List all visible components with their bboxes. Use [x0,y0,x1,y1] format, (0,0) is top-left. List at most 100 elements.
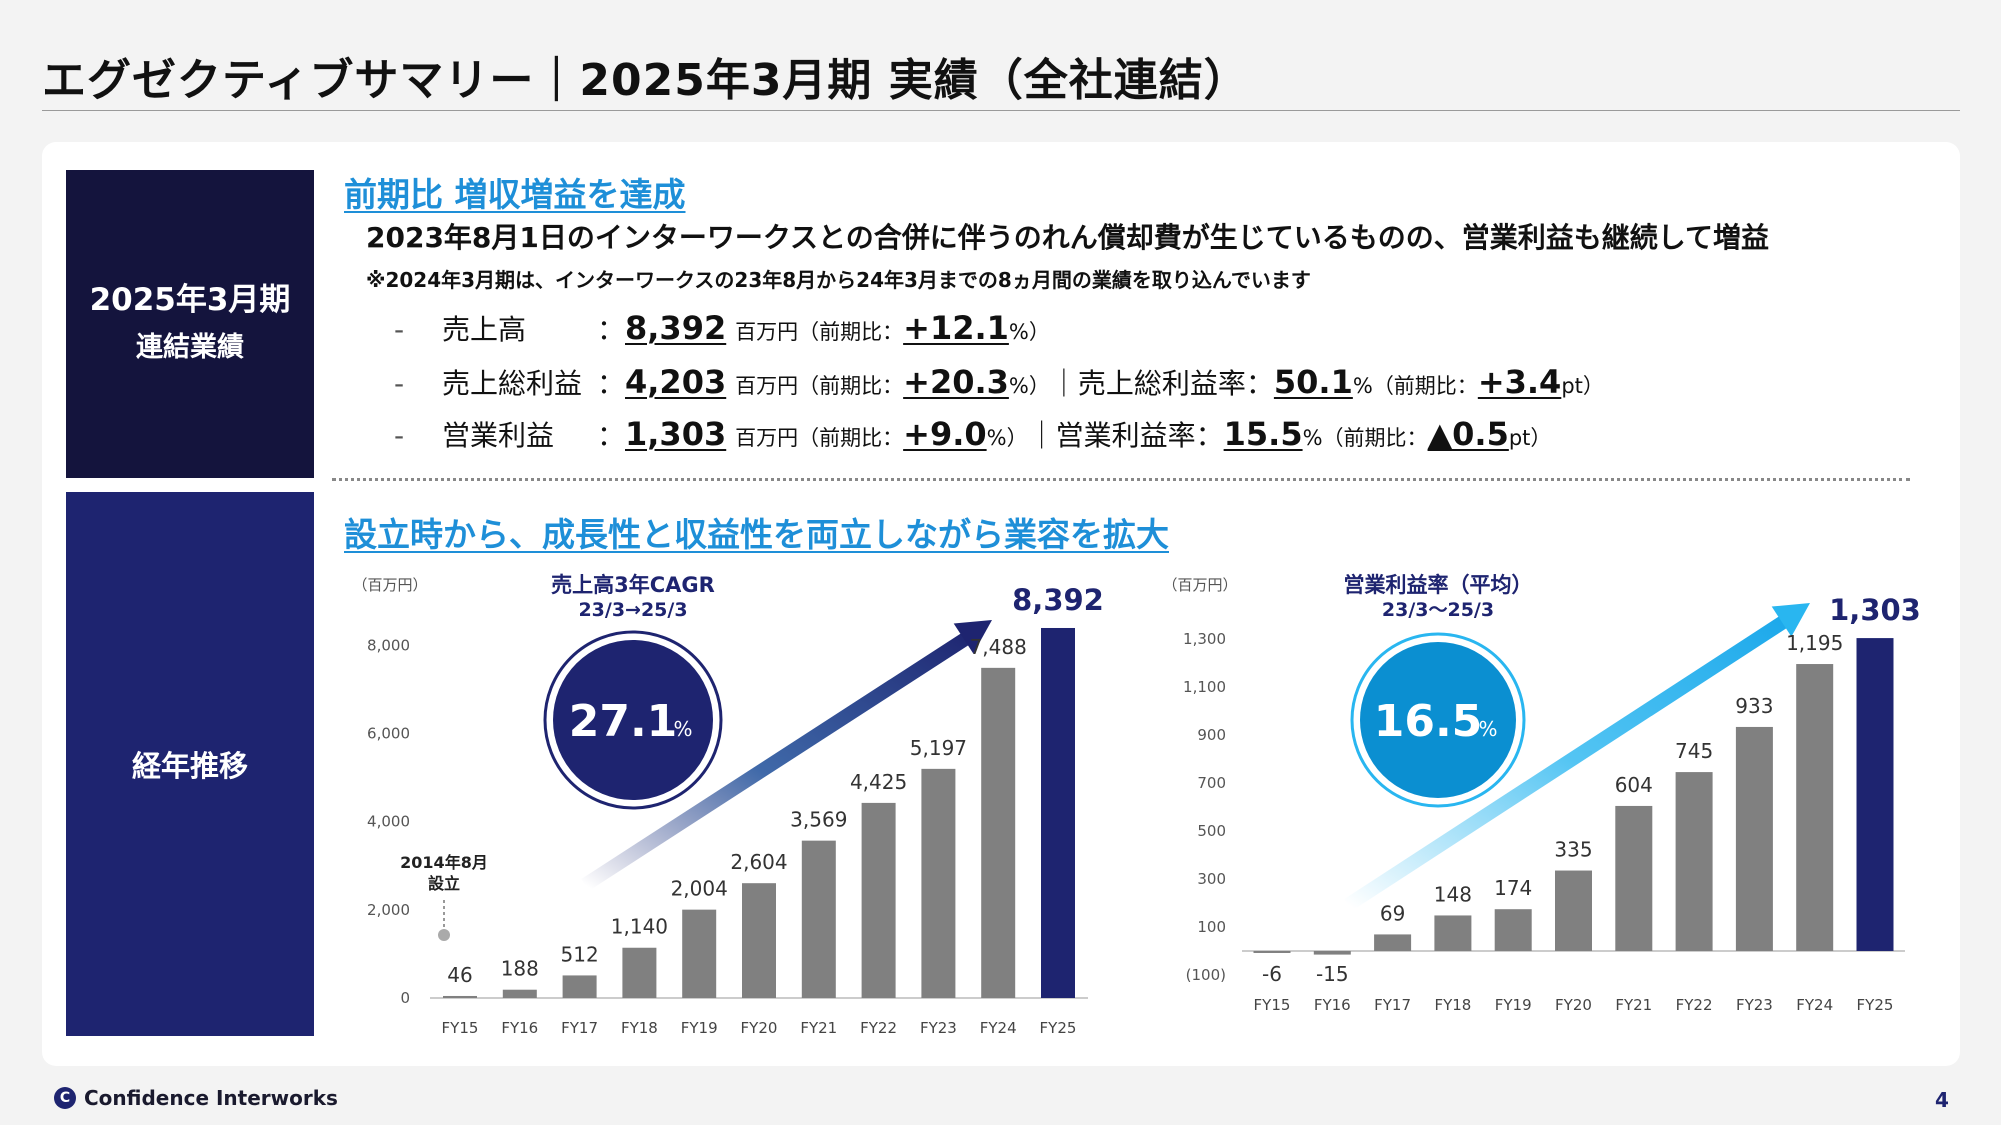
kpi-extra-yoy-prefix: （前期比： [1372,374,1478,398]
bar [1735,726,1773,951]
kpi-unit: 百万円 [735,320,799,344]
bar [1675,772,1713,951]
bar-value-label: -15 [1316,962,1349,986]
kpi-extra-value: 50.1 [1273,363,1353,401]
x-tick-label: FY15 [1254,996,1291,1014]
kpi-extra-unit: % [1352,374,1373,398]
badge-period: 23/3～25/3 [1382,599,1494,621]
company-name: Confidence Interworks [84,1086,338,1110]
x-tick-label: FY25 [1040,1019,1077,1037]
kpi-row-operating-profit: - 営業利益 ： 1,303 百万円 （前期比： +9.0 %） ｜ 営業利益率… [394,414,1551,454]
x-tick-label: FY17 [561,1019,598,1037]
x-tick-label: FY23 [920,1019,957,1037]
x-tick-label: FY21 [800,1019,837,1037]
y-tick-label: 300 [1197,870,1226,888]
bar-value-label: 2,004 [671,877,728,901]
kpi-colon: ： [597,419,626,452]
trend-arrow-shaft [581,626,980,891]
kpi-extra-yoy-unit: pt） [1508,426,1552,450]
section1-heading: 前期比 増収増益を達成 [344,175,686,214]
kpi-extra-yoy-prefix: （前期比： [1322,426,1428,450]
x-tick-label: FY19 [1495,996,1532,1014]
kpi-yoy-value: +12.1 [903,309,1009,347]
bar-value-label: 335 [1554,838,1592,862]
bar-value-label: 1,140 [611,915,668,939]
bar [1796,664,1834,951]
bar [801,840,836,998]
y-tick-label: 4,000 [367,813,410,831]
bar [622,947,657,998]
x-tick-label: FY20 [1555,996,1592,1014]
bar-value-label: 2,604 [730,850,787,874]
x-tick-label: FY25 [1857,996,1894,1014]
bar-value-label: 69 [1380,901,1405,925]
y-tick-label: 700 [1197,774,1226,792]
badge-circle [1360,642,1516,798]
kpi-yoy-prefix: （前期比： [798,320,904,344]
trend-arrow-head [1771,603,1810,637]
bar [861,802,896,998]
bar [443,995,477,998]
badge-ring [1350,632,1526,808]
x-tick-label: FY16 [1314,996,1351,1014]
kpi-extra-yoy-unit: pt） [1561,374,1604,398]
bar [742,883,776,998]
kpi-label: 営業利益 [442,419,555,452]
bar [1434,915,1472,951]
y-tick-label: 500 [1197,822,1226,840]
x-tick-label: FY21 [1615,996,1652,1014]
bar-value-label: 1,303 [1829,593,1921,627]
y-tick-label: 900 [1197,726,1226,744]
x-tick-label: FY22 [860,1019,897,1037]
x-tick-label: FY24 [1796,996,1833,1014]
bar-value-label: -6 [1262,962,1282,986]
x-tick-label: FY24 [980,1019,1017,1037]
badge-ring [543,630,723,810]
kpi-label: 売上高 [442,313,527,346]
x-tick-label: FY20 [741,1019,778,1037]
kpi-extra-unit: % [1302,426,1323,450]
kpi-colon: ： [597,367,626,400]
bar [981,667,1016,998]
x-tick-label: FY22 [1676,996,1713,1014]
side-label-results: 2025年3月期 連結業績 [66,170,314,478]
badge-unit: % [673,717,692,741]
founding-annotation-line2: 設立 [428,874,460,893]
bar-value-label: 745 [1675,739,1713,763]
company-logo-icon: C [54,1087,76,1109]
badge-unit: % [1478,717,1497,741]
x-tick-label: FY17 [1374,996,1411,1014]
page-number: 4 [1935,1088,1949,1112]
kpi-extra-label: 営業利益率： [1055,419,1224,452]
bar [1615,805,1653,951]
y-tick-label: 100 [1197,918,1226,936]
company-logo: C Confidence Interworks [54,1086,338,1110]
bar-value-label: 933 [1735,694,1773,718]
kpi-yoy-prefix: （前期比： [798,374,904,398]
kpi-separator: ｜ [1027,419,1056,452]
bar [1253,950,1291,953]
trend-arrow-shaft [1344,609,1798,911]
bar-value-label: 4,425 [850,770,907,794]
y-unit-label: （百万円） [352,576,427,594]
founding-annotation-dot [438,929,450,941]
kpi-value: 4,203 [625,363,727,401]
kpi-extra-yoy-value: ▲0.5 [1427,415,1509,453]
side-label-trend-text: 経年推移 [131,749,248,783]
bar-value-label: 3,569 [790,808,847,832]
x-tick-label: FY16 [501,1019,538,1037]
badge-title: 売上高3年CAGR [551,573,715,597]
y-tick-label: 1,100 [1183,678,1226,696]
x-tick-label: FY23 [1736,996,1773,1014]
bar [1856,638,1894,951]
kpi-value: 8,392 [625,309,727,347]
bar-value-label: 1,195 [1786,631,1843,655]
bar-value-label: 46 [447,963,472,987]
title-divider [42,110,1960,111]
section-divider [332,478,1910,481]
badge-title: 営業利益率（平均） [1344,573,1533,597]
badge-period: 23/3→25/3 [578,599,687,621]
kpi-yoy-value: +20.3 [903,363,1009,401]
badge-value: 27.1 [569,696,678,747]
